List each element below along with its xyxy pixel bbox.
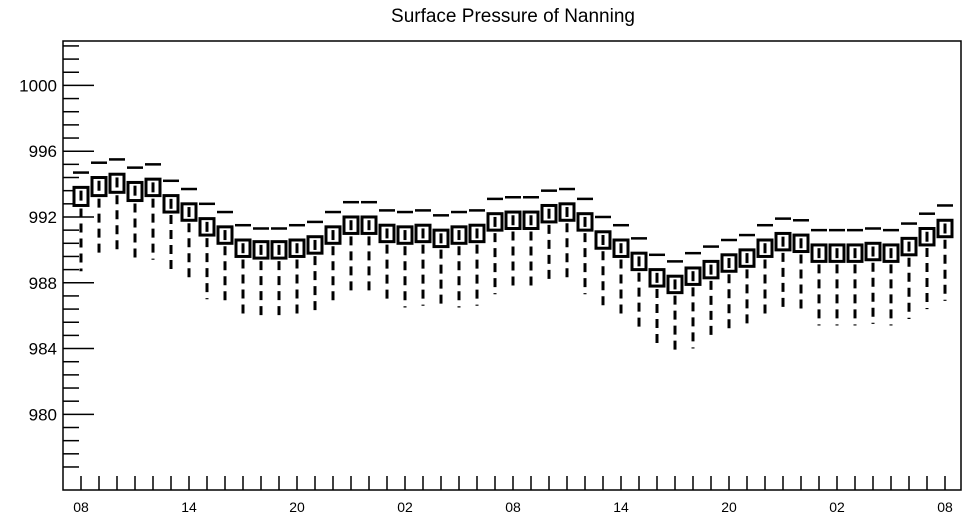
box-7 (198, 202, 216, 300)
x-tick-label: 08 (937, 499, 953, 515)
y-tick-label: 992 (29, 208, 57, 227)
box-28 (576, 197, 594, 295)
box-31 (630, 237, 648, 333)
box-36 (720, 238, 738, 334)
box-1 (90, 161, 108, 259)
box-14 (324, 210, 342, 306)
box-12 (288, 223, 306, 319)
box-47 (918, 212, 936, 310)
box-38 (756, 223, 774, 319)
box-37 (738, 233, 756, 329)
box-3 (126, 166, 144, 264)
box-33 (666, 260, 684, 354)
box-24 (504, 195, 522, 291)
box-27 (558, 187, 576, 283)
x-tick-label: 14 (613, 499, 629, 515)
x-tick-label: 20 (289, 499, 305, 515)
box-6 (180, 187, 198, 283)
box-series (72, 158, 954, 354)
box-8 (216, 210, 234, 306)
box-2 (108, 158, 126, 255)
box-20 (432, 214, 450, 310)
box-44 (864, 227, 882, 324)
y-tick-label: 996 (29, 142, 57, 161)
x-axis: 08 14 20 02 08 14 20 02 08 (73, 476, 953, 515)
box-40 (792, 219, 810, 315)
box-34 (684, 251, 702, 349)
x-tick-label: 02 (829, 499, 845, 515)
y-tick-label: 980 (29, 405, 57, 424)
y-axis: 980 984 988 992 996 1000 (19, 45, 94, 468)
box-9 (234, 223, 252, 318)
plot-area-frame (62, 40, 962, 491)
x-tick-label: 20 (721, 499, 737, 515)
box-39 (774, 217, 792, 313)
box-48 (936, 204, 954, 301)
y-tick-label: 988 (29, 274, 57, 293)
box-4 (144, 163, 162, 260)
box-21 (450, 210, 468, 308)
chart-title: Surface Pressure of Nanning (391, 6, 635, 27)
box-17 (378, 209, 396, 305)
box-15 (342, 200, 360, 296)
box-19 (414, 209, 432, 306)
box-42 (828, 228, 846, 326)
box-13 (306, 220, 324, 316)
box-10 (252, 227, 270, 321)
x-tick-label: 02 (397, 499, 413, 515)
box-32 (648, 253, 666, 349)
box-29 (594, 215, 612, 310)
y-tick-label: 984 (29, 340, 57, 359)
box-11 (270, 227, 288, 321)
box-45 (882, 228, 900, 326)
box-18 (396, 210, 414, 308)
box-35 (702, 245, 720, 341)
box-26 (540, 189, 558, 285)
box-43 (846, 228, 864, 326)
box-0 (72, 171, 90, 272)
x-tick-label: 08 (505, 499, 521, 515)
x-tick-label: 08 (73, 499, 89, 515)
x-tick-label: 14 (181, 499, 197, 515)
box-30 (612, 223, 630, 319)
box-46 (900, 222, 918, 319)
box-22 (468, 209, 486, 306)
box-5 (162, 179, 180, 275)
box-25 (522, 195, 540, 291)
box-23 (486, 197, 504, 295)
y-tick-label: 1000 (19, 76, 57, 95)
box-41 (810, 228, 828, 326)
box-16 (360, 200, 378, 296)
